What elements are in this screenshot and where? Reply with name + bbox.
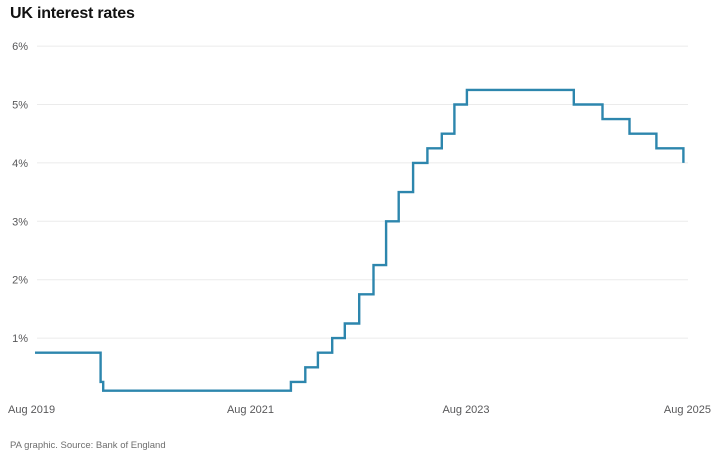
y-tick-label: 1% [12,333,28,345]
x-tick-label: Aug 2025 [664,404,711,416]
chart-title: UK interest rates [10,5,135,22]
x-tick-label: Aug 2019 [8,404,55,416]
y-tick-label: 4% [12,158,28,170]
y-tick-label: 2% [12,275,28,287]
y-tick-label: 3% [12,216,28,228]
y-tick-label: 6% [12,41,28,53]
source-caption: PA graphic. Source: Bank of England [10,440,166,451]
x-tick-label: Aug 2021 [227,404,274,416]
x-tick-label: Aug 2023 [442,404,489,416]
y-tick-label: 5% [12,100,28,112]
rate-step-line [35,88,685,392]
